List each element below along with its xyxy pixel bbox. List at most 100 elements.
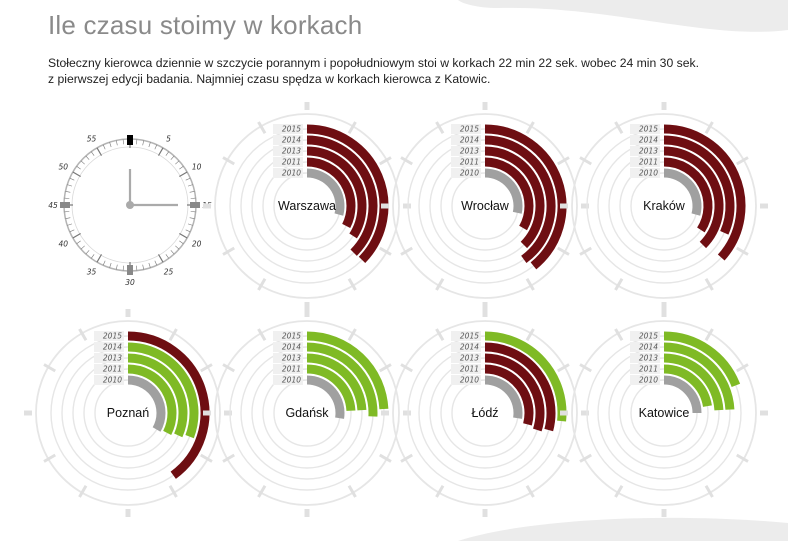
year-label-2013: 2013 [460,354,479,363]
year-label-bg [630,353,660,363]
clock-tick [179,232,188,239]
dial-tick [43,453,57,463]
dial-tick [704,277,714,291]
bar-łódź-2013 [484,353,545,432]
clock-tick [115,264,118,270]
bar-gdańsk-2011 [306,364,356,412]
bar-łódź-2011 [484,364,534,426]
clock-tick [179,171,188,178]
year-label-2013: 2013 [460,147,479,156]
year-label-2015: 2015 [639,125,658,134]
dial-tick [257,484,267,498]
dial-tick [378,156,392,166]
dial-tick [400,363,414,373]
year-label-2013: 2013 [282,354,301,363]
year-label-bg [94,353,124,363]
clock-quarter-marker [127,265,133,275]
year-label-2013: 2013 [103,354,122,363]
year-label-bg [451,146,481,156]
clock-tick [64,197,70,199]
decorative-wave-top [458,0,788,32]
year-label-bg [273,146,303,156]
year-label-2010: 2010 [282,376,301,385]
bar-kraków-2010 [663,168,702,216]
year-label-2011: 2011 [639,365,658,374]
year-label-2014: 2014 [282,343,301,352]
bar-wrocław-2014 [484,135,556,264]
year-label-bg [451,157,481,167]
dial-tick [347,484,357,498]
clock-tick [142,264,145,270]
year-label-bg [94,331,124,341]
clock-tick [72,232,81,239]
dial-tick [168,484,178,498]
clock-tick [65,217,71,220]
city-chart-4: 2015 2014 2013 2011 2010 Gdańsk [203,309,411,517]
bar-poznań-2010 [127,375,166,432]
bar-katowice-2015 [663,331,741,388]
bar-katowice-2013 [663,353,724,411]
dial-tick [222,246,236,256]
dial-tick [579,156,593,166]
city-chart-1: 2015 2014 2013 2011 2010 Wrocław [381,102,589,310]
clock-tick [165,151,170,156]
clock-quarter-marker [190,202,200,208]
bar-kraków-2015 [663,124,746,261]
clock-tick [65,190,71,193]
dial-tick [378,246,392,256]
city-chart-6: 2015 2014 2013 2011 2010 Katowice [560,309,768,517]
dial-tick [614,328,624,342]
dial-tick [735,156,749,166]
clock-tick [72,171,81,178]
bar-katowice-2011 [663,364,712,408]
dial-outline [571,113,757,299]
bar-wrocław-2013 [484,146,545,249]
clock-minute-label: 45 [48,201,58,210]
bar-gdańsk-2014 [306,342,378,417]
clock-tick [185,177,191,181]
year-label-bg [273,157,303,167]
year-label-bg [630,342,660,352]
city-chart-5: 2015 2014 2013 2011 2010 Łódź [381,309,589,517]
dial-tick [525,121,535,135]
city-chart-2: 2015 2014 2013 2011 2010 Kraków [560,102,768,310]
year-label-2015: 2015 [282,125,301,134]
clock-tick [154,260,158,266]
year-label-2015: 2015 [639,332,658,341]
dial-tick [168,328,178,342]
dial-tick [525,328,535,342]
year-label-2015: 2015 [282,332,301,341]
page-title: Ile czasu stoimy w korkach [48,10,363,40]
year-label-2011: 2011 [282,365,301,374]
clock-tick [80,160,85,165]
clock-tick [115,140,118,146]
bar-poznań-2011 [127,364,177,436]
year-label-2014: 2014 [639,136,658,145]
clock-minute-label: 5 [166,134,171,143]
city-label: Warszawa [278,199,336,213]
dial-tick [614,277,624,291]
bar-wrocław-2011 [484,157,534,231]
year-label-bg [630,364,660,374]
clock-tick [175,160,180,165]
bar-katowice-2014 [663,342,735,410]
clock-tick [190,197,196,199]
decorative-wave-bottom [458,517,788,541]
year-label-bg [451,342,481,352]
year-label-bg [451,135,481,145]
dial-tick [43,363,57,373]
clock-tick [185,229,191,233]
clock-tick [76,240,81,245]
dial-tick [525,484,535,498]
clock-tick [80,245,85,250]
year-label-2011: 2011 [282,158,301,167]
year-label-2013: 2013 [282,147,301,156]
dial-tick [435,484,445,498]
bar-łódź-2015 [484,331,567,422]
city-chart-3: 2015 2014 2013 2011 2010 Poznań [24,309,232,517]
dial-outline [392,113,578,299]
dial-tick [556,156,570,166]
dial-outline [214,113,400,299]
clock-minute-label: 35 [87,268,97,277]
